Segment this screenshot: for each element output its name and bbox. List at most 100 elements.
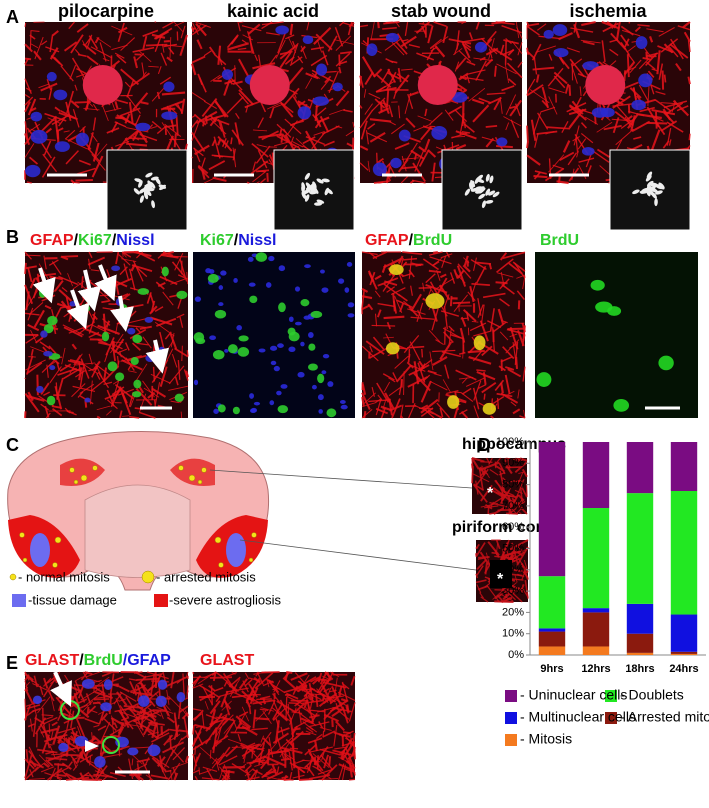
nucleus <box>38 288 47 298</box>
nucleus <box>307 332 314 338</box>
fiber <box>262 768 277 778</box>
nucleus <box>321 287 329 293</box>
fiber <box>122 415 130 417</box>
arrow <box>94 264 117 302</box>
fiber <box>456 265 467 287</box>
fiber <box>217 135 226 145</box>
fiber <box>476 370 496 381</box>
fiber <box>283 671 290 679</box>
bar-segment <box>626 633 654 653</box>
fiber <box>241 25 262 32</box>
legend-label: - Multinuclear cells <box>520 709 636 725</box>
fiber <box>160 52 168 66</box>
fiber <box>49 745 56 759</box>
fiber <box>88 353 93 365</box>
fiber <box>383 21 400 25</box>
fiber <box>319 115 330 133</box>
fiber <box>305 72 319 80</box>
fiber <box>373 180 390 184</box>
fiber <box>359 162 369 171</box>
fiber <box>238 89 254 106</box>
fiber <box>576 150 579 158</box>
nucleus <box>268 255 275 262</box>
fiber <box>497 308 505 325</box>
fiber <box>651 68 659 72</box>
fiber <box>288 751 293 771</box>
legend-swatch <box>505 712 517 724</box>
fiber <box>52 725 61 745</box>
fiber <box>672 99 690 117</box>
fiber <box>55 382 58 401</box>
fiber <box>151 33 166 39</box>
fiber <box>331 686 343 709</box>
fiber <box>67 273 73 287</box>
fiber <box>526 84 544 97</box>
legend-label: - Mitosis <box>520 731 572 747</box>
fiber <box>626 54 630 78</box>
fiber <box>248 677 261 682</box>
bar-segment <box>626 603 654 634</box>
fiber <box>425 273 436 284</box>
fiber <box>96 405 111 411</box>
fiber <box>190 63 197 76</box>
fiber <box>558 32 573 41</box>
fiber <box>478 467 484 491</box>
fiber <box>350 675 356 686</box>
fiber <box>196 39 203 50</box>
stain-part: BrdU <box>413 232 452 249</box>
fiber <box>509 326 519 350</box>
fiber <box>52 30 59 37</box>
fiber <box>27 723 35 728</box>
fiber <box>480 484 493 502</box>
fiber <box>100 712 109 721</box>
fiber <box>149 305 158 315</box>
chromosome <box>652 182 660 188</box>
fiber <box>462 309 477 322</box>
fiber <box>290 42 299 65</box>
micrograph-bg <box>362 252 525 418</box>
fiber <box>178 705 189 714</box>
stain-part: Ki67 <box>78 232 112 249</box>
fiber <box>548 87 565 94</box>
fiber <box>466 73 471 84</box>
fiber <box>391 398 401 419</box>
fiber <box>470 258 487 270</box>
fiber <box>284 56 295 65</box>
fiber <box>99 294 113 297</box>
nucleus <box>280 384 288 389</box>
fiber <box>121 359 143 371</box>
fiber <box>444 109 454 121</box>
nucleus <box>287 327 296 336</box>
fiber <box>504 457 508 464</box>
fiber <box>547 67 564 87</box>
fiber <box>226 671 238 678</box>
fiber <box>328 70 339 93</box>
fiber <box>29 34 36 40</box>
nucleus <box>49 365 56 371</box>
fiber <box>216 746 231 765</box>
fiber <box>65 772 77 780</box>
fiber <box>69 698 88 708</box>
fiber <box>297 711 317 727</box>
fiber <box>70 100 80 109</box>
fiber <box>318 678 330 683</box>
brain-diagram <box>7 431 477 607</box>
fiber <box>217 119 223 132</box>
fiber <box>33 50 42 61</box>
fiber <box>124 716 141 725</box>
fiber <box>512 408 521 415</box>
fiber <box>516 573 525 578</box>
fiber <box>526 25 540 36</box>
fiber <box>42 153 58 173</box>
fiber <box>537 23 547 31</box>
fiber <box>166 716 176 724</box>
fiber <box>329 108 346 116</box>
fiber <box>308 755 313 772</box>
nucleus <box>278 265 286 272</box>
stain-part: GFAP <box>365 232 409 249</box>
nucleus <box>326 408 337 418</box>
fiber <box>127 364 133 371</box>
fiber <box>483 393 486 400</box>
fiber <box>143 387 160 398</box>
fiber <box>221 137 227 148</box>
